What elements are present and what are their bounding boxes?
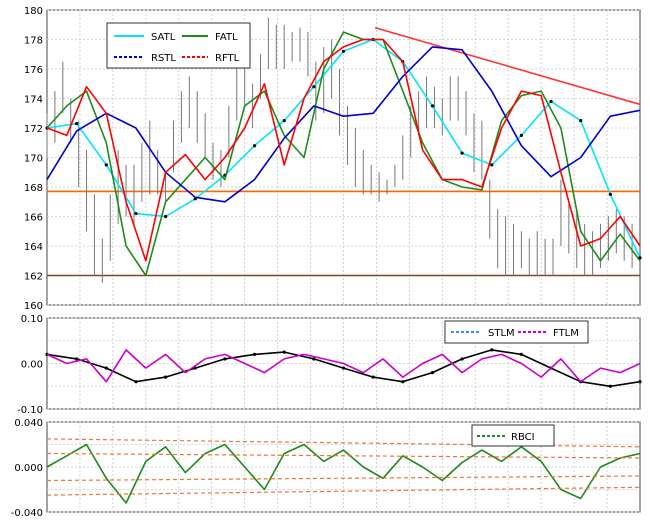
series-point-satl [549,99,553,104]
y-tick-label: 0.040 [14,418,43,429]
series-line-rstl [46,46,641,203]
y-tick-label: -0.10 [17,405,43,416]
y-tick-label: 0.10 [21,314,43,325]
y-tick-label: 168 [24,183,43,194]
series-point-satl [490,163,494,167]
rbci-legend-box [471,424,555,447]
series-point-satl [519,133,524,137]
y-tick-label: 162 [24,272,43,283]
series-point-satl [104,163,108,167]
y-tick-label: 170 [24,154,43,165]
y-tick-label: 174 [24,95,43,106]
legend-label-rftl: RFTL [215,53,240,64]
legend-label-rstl: RSTL [151,53,176,64]
rbci-panel: -0.040 0.000 0.040 RBCI [11,418,641,519]
series-point-stlm [371,375,375,379]
legend-label-satl: SATL [151,32,176,43]
legend-label-fatl: FATL [215,32,238,43]
series-point-stlm [223,357,227,361]
momentum-y-ticks: -0.10 0.00 0.10 [17,314,43,416]
price-panel: 160 162 164 166 168 170 172 174 176 178 180 SATL F… [24,6,642,312]
series-point-satl [312,85,316,89]
series-line-band-1 [46,438,641,448]
y-tick-label: 172 [24,124,43,135]
series-point-stlm [638,380,642,384]
y-tick-label: 180 [24,6,43,17]
series-point-stlm [430,371,435,375]
series-point-stlm [341,366,346,370]
y-tick-label: 166 [24,213,43,224]
price-bars [46,17,633,283]
series-line-fatl [46,31,641,277]
price-y-ticks: 160 162 164 166 168 170 172 174 176 178 180 [24,6,43,312]
momentum-lines [45,348,642,388]
y-tick-label: 176 [24,65,43,76]
series-point-satl [460,151,464,155]
series-point-stlm [164,375,168,379]
series-point-satl [282,119,286,123]
legend-label-ftlm: FTLM [553,328,579,339]
series-line-rftl [46,38,641,262]
y-tick-label: 164 [24,242,43,253]
series-point-satl [75,121,79,126]
series-point-stlm [519,352,524,356]
y-tick-label: 178 [24,36,43,47]
rbci-y-ticks: -0.040 0.000 0.040 [11,418,43,519]
series-point-satl [164,214,168,219]
rbci-lines [46,438,641,504]
series-line-band-3 [46,475,641,482]
series-line-ftlm [46,349,641,383]
series-point-stlm [401,380,405,384]
momentum-panel: -0.10 0.00 0.10 STLM FTLM [17,314,642,416]
series-point-satl [341,49,346,53]
series-point-stlm [312,357,316,361]
series-point-satl [430,104,435,108]
momentum-legend-box [444,320,589,344]
rbci-legend: RBCI [471,424,555,447]
legend-label-rbci: RBCI [511,432,535,443]
series-point-satl [252,144,257,148]
series-line-rbci [46,443,641,504]
series-point-stlm [75,357,79,361]
y-tick-label: 0.000 [14,463,43,474]
resistance-trendline [374,26,641,106]
price-lines [45,31,642,277]
price-legend-box [106,22,251,69]
series-point-stlm [608,384,612,388]
series-point-satl [608,192,612,196]
series-line-band-4 [46,486,641,496]
series-point-stlm [282,350,286,354]
series-point-stlm [104,366,108,370]
series-point-satl [134,211,138,216]
series-point-stlm [460,357,464,361]
y-tick-label: -0.040 [11,508,43,519]
price-legend: SATL FATL RSTL RFTL [106,22,251,69]
series-point-stlm [134,380,138,384]
legend-label-stlm: STLM [488,328,515,339]
series-point-stlm [252,352,257,356]
series-point-stlm [490,348,494,352]
y-tick-label: 160 [24,301,43,312]
series-line-band-2 [46,452,641,459]
momentum-legend: STLM FTLM [444,320,589,344]
y-tick-label: 0.00 [21,360,43,371]
series-point-satl [579,119,583,123]
